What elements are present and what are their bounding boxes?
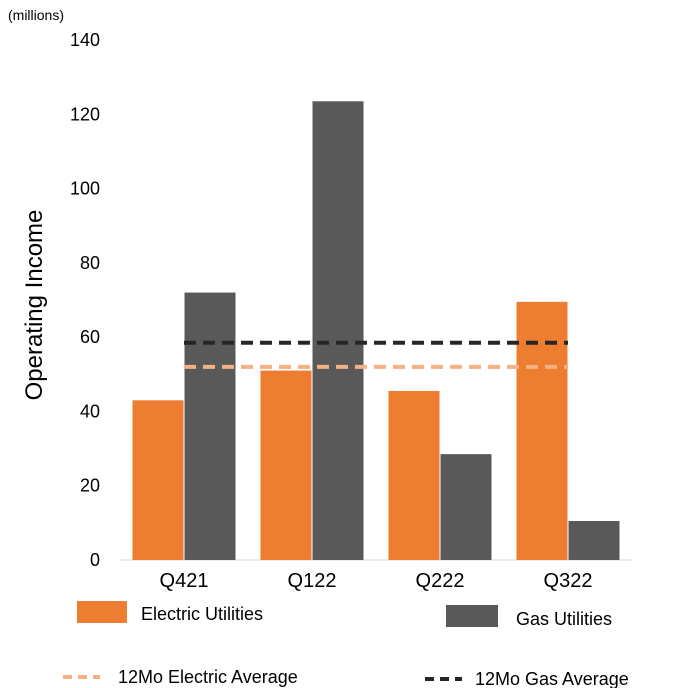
bar-gas-q421 bbox=[184, 292, 236, 560]
bar-electric-q322 bbox=[516, 301, 568, 560]
bar-electric-q222 bbox=[388, 391, 440, 560]
y-tick-label: 40 bbox=[80, 401, 100, 421]
y-tick-label: 80 bbox=[80, 253, 100, 273]
x-category-label: Q222 bbox=[416, 570, 465, 592]
legend-label-electric: Electric Utilities bbox=[141, 604, 263, 624]
y-axis-ticks: 0 20 40 60 80 100 120 140 bbox=[70, 30, 100, 570]
legend-label-gas: Gas Utilities bbox=[516, 609, 612, 629]
x-category-label: Q322 bbox=[544, 570, 593, 592]
average-lines bbox=[184, 340, 568, 369]
y-tick-label: 140 bbox=[70, 30, 100, 50]
unit-label: (millions) bbox=[8, 7, 64, 23]
bar-gas-q322 bbox=[568, 521, 620, 560]
bar-gas-q222 bbox=[440, 454, 492, 560]
x-axis-categories: Q421 Q122 Q222 Q322 bbox=[160, 570, 593, 592]
bar-gas-q122 bbox=[312, 101, 364, 561]
y-axis-title: Operating Income bbox=[21, 210, 48, 401]
bar-series bbox=[132, 101, 620, 561]
y-tick-label: 20 bbox=[80, 476, 100, 496]
y-tick-label: 100 bbox=[70, 179, 100, 199]
x-category-label: Q122 bbox=[288, 570, 337, 592]
legend-swatch-gas bbox=[446, 605, 498, 627]
x-category-label: Q421 bbox=[160, 570, 209, 592]
legend-label-electric-average: 12Mo Electric Average bbox=[118, 667, 298, 687]
y-tick-label: 120 bbox=[70, 104, 100, 124]
bar-electric-q122 bbox=[260, 370, 312, 560]
y-tick-label: 0 bbox=[90, 550, 100, 570]
legend-label-gas-average: 12Mo Gas Average bbox=[475, 669, 629, 688]
y-tick-label: 60 bbox=[80, 327, 100, 347]
bar-electric-q421 bbox=[132, 400, 184, 560]
legend-swatch-electric bbox=[77, 601, 127, 623]
